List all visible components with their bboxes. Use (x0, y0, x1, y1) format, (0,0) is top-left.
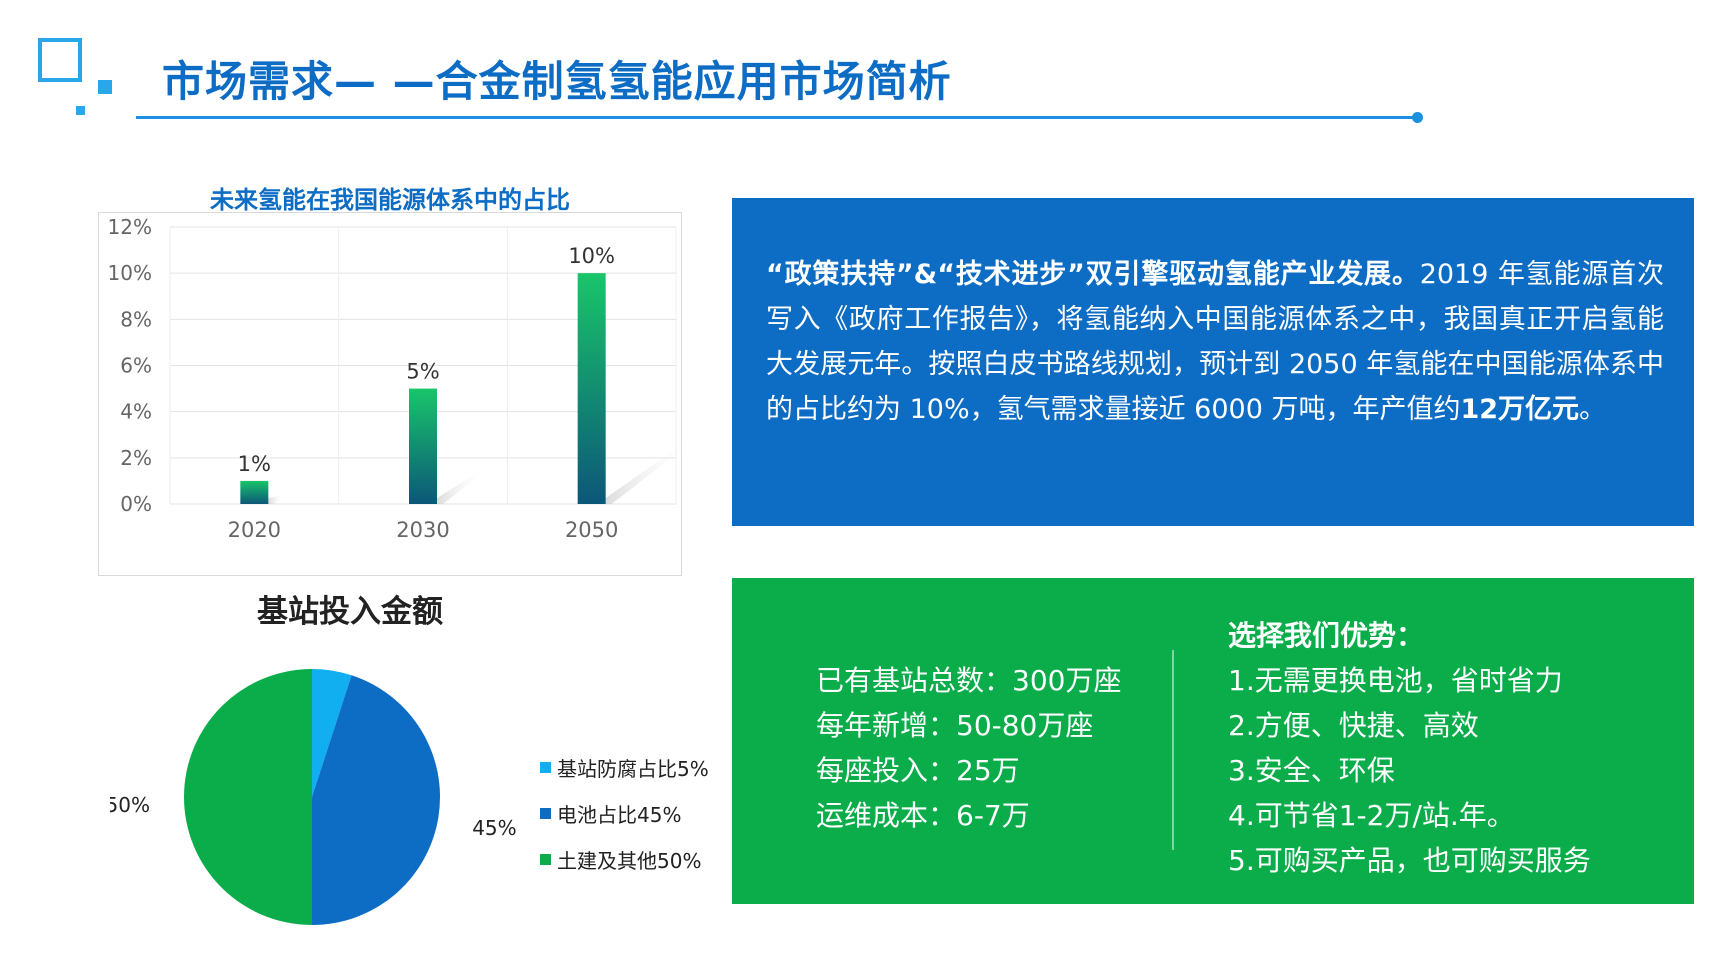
bar-chart-frame (98, 212, 682, 576)
legend-label: 基站防腐占比5% (557, 756, 709, 781)
pie-chart-title: 基站投入金额 (257, 594, 443, 630)
advantage-item: 5.可购买产品，也可购买服务 (1228, 844, 1591, 877)
y-tick-label: 8% (120, 307, 152, 331)
panel-divider (1172, 650, 1174, 850)
bar-chart-title: 未来氢能在我国能源体系中的占比 (210, 186, 570, 214)
title-underline (136, 116, 1416, 119)
pie-slice (312, 669, 352, 797)
y-tick-label: 4% (120, 400, 152, 424)
pie-legend: 基站防腐占比5% 电池占比45% 土建及其他50% (540, 744, 709, 882)
advantage-item: 2.方便、快捷、高效 (1228, 709, 1479, 742)
legend-swatch-blue (540, 807, 551, 819)
policy-lead: “政策扶持”&“技术进步”双引擎驱动氢能产业发展。 (766, 259, 1420, 290)
pie-data-label: 50% (110, 793, 150, 817)
station-stats: 已有基站总数：300万座 每年新增：50-80万座 每座投入：25万 运维成本：… (816, 658, 1121, 838)
stat-item: 每座投入：25万 (816, 754, 1020, 787)
x-tick-label: 2030 (396, 518, 449, 542)
stat-item: 已有基站总数：300万座 (816, 664, 1122, 697)
policy-body: 2019 年氢能源首次写入《政府工作报告》，将氢能纳入中国能源体系之中，我国真正… (766, 259, 1664, 425)
logo-small-dot-icon (76, 106, 85, 115)
legend-item: 基站防腐占比5% (540, 744, 709, 790)
y-tick-label: 0% (120, 492, 152, 516)
pie-slice (184, 669, 312, 925)
logo-square-icon (38, 38, 82, 82)
y-tick-label: 12% (108, 215, 152, 239)
advantage-item: 3.安全、环保 (1228, 754, 1395, 787)
bar-shadow (268, 496, 285, 504)
stat-item: 每年新增：50-80万座 (816, 709, 1094, 742)
bar-data-label: 1% (238, 452, 271, 476)
policy-end: 。 (1579, 394, 1607, 425)
logo-dot-icon (98, 80, 112, 94)
bar-2050 (577, 273, 606, 504)
advantage-item: 4.可节省1-2万/站.年。 (1228, 799, 1515, 832)
bar-shadow (437, 471, 486, 504)
legend-item: 土建及其他50% (540, 836, 709, 882)
bar-chart: 0% 2% 4% 6% 8% 10% 12% 1% 2020 5% 2030 10% 2050 (108, 215, 682, 542)
pie-data-label: 45% (472, 816, 516, 840)
legend-swatch-light-blue (540, 761, 551, 773)
y-tick-label: 10% (108, 261, 152, 285)
page-title: 市场需求— —合金制氢氢能应用市场简析 (162, 57, 952, 106)
pie-chart: 5% 45% 50% (110, 640, 517, 925)
advantages-title: 选择我们优势： (1228, 619, 1425, 652)
bar-shadow (605, 444, 682, 504)
policy-panel: “政策扶持”&“技术进步”双引擎驱动氢能产业发展。2019 年氢能源首次写入《政… (732, 198, 1694, 526)
y-tick-label: 2% (120, 446, 152, 470)
pie-slice (312, 675, 440, 925)
legend-label: 土建及其他50% (557, 848, 702, 873)
stat-item: 运维成本：6-7万 (816, 799, 1030, 832)
x-tick-label: 2020 (228, 518, 281, 542)
legend-item: 电池占比45% (540, 790, 709, 836)
bar-2030 (409, 388, 437, 504)
bar-2020 (240, 480, 269, 504)
pie-data-label: 5% (319, 640, 351, 641)
bar-data-label: 10% (568, 244, 615, 268)
policy-value: 12万亿元 (1460, 394, 1580, 425)
base-station-panel: 已有基站总数：300万座 每年新增：50-80万座 每座投入：25万 运维成本：… (732, 578, 1694, 904)
bar-data-label: 5% (406, 360, 439, 384)
y-tick-label: 6% (120, 354, 152, 378)
legend-label: 电池占比45% (557, 802, 682, 827)
advantage-item: 1.无需更换电池，省时省力 (1228, 664, 1563, 697)
policy-text: “政策扶持”&“技术进步”双引擎驱动氢能产业发展。2019 年氢能源首次写入《政… (766, 252, 1664, 432)
x-tick-label: 2050 (565, 518, 618, 542)
legend-swatch-green (540, 853, 551, 865)
advantages-list: 1.无需更换电池，省时省力 2.方便、快捷、高效 3.安全、环保 4.可节省1-… (1228, 658, 1591, 883)
title-underline-dot-icon (1412, 112, 1423, 123)
